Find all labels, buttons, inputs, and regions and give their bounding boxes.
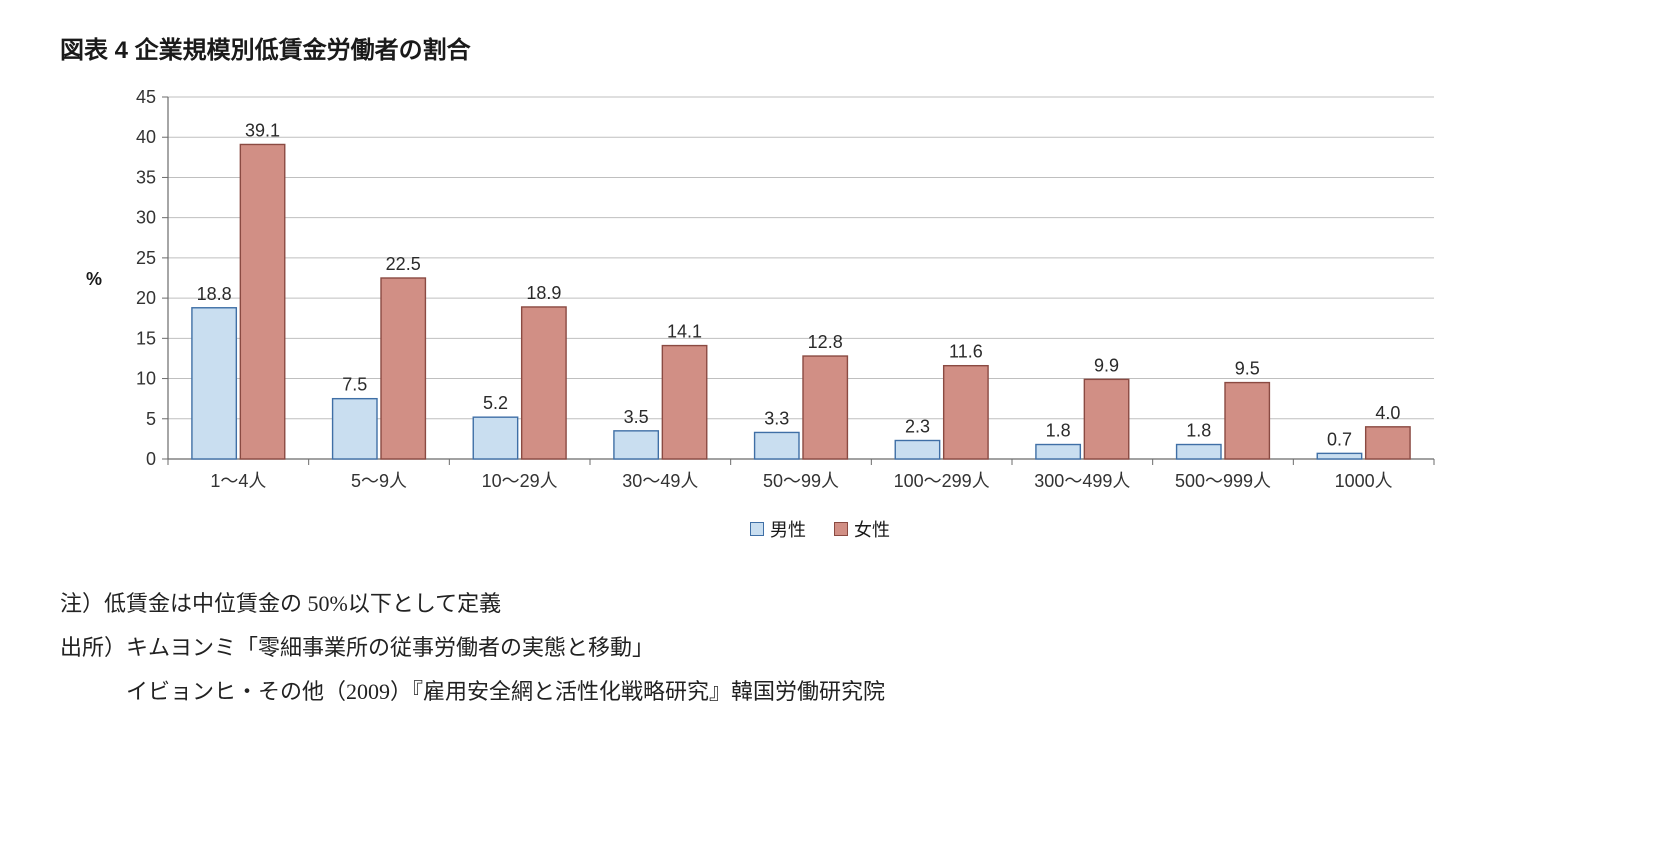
- bar: [381, 278, 425, 459]
- bar: [944, 366, 988, 459]
- bar: [755, 432, 799, 459]
- y-tick-label: 40: [136, 127, 156, 147]
- data-label: 0.7: [1327, 429, 1352, 449]
- y-tick-label: 15: [136, 328, 156, 348]
- y-tick-label: 20: [136, 288, 156, 308]
- bar: [614, 431, 658, 459]
- data-label: 18.8: [197, 284, 232, 304]
- x-tick-label: 500～999人: [1175, 471, 1271, 491]
- legend-label: 女性: [854, 516, 890, 542]
- bar: [333, 399, 377, 459]
- y-axis-title: %: [86, 269, 102, 290]
- chart-container: % 0510152025303540451～4人18.839.15～9人7.52…: [120, 83, 1520, 542]
- y-tick-label: 30: [136, 208, 156, 228]
- bar: [1317, 453, 1361, 459]
- bar: [192, 308, 236, 459]
- x-tick-label: 100～299人: [894, 471, 990, 491]
- bar: [662, 346, 706, 459]
- data-label: 1.8: [1186, 421, 1211, 441]
- x-tick-label: 30～49人: [622, 471, 698, 491]
- data-label: 5.2: [483, 393, 508, 413]
- data-label: 11.6: [949, 342, 983, 362]
- bar: [1366, 427, 1410, 459]
- data-label: 9.9: [1094, 355, 1119, 375]
- data-label: 12.8: [808, 332, 843, 352]
- footnote-line: 注）低賃金は中位賃金の 50%以下として定義: [60, 582, 1603, 626]
- data-label: 14.1: [667, 322, 702, 342]
- x-tick-label: 5～9人: [351, 471, 407, 491]
- bar: [1225, 383, 1269, 459]
- data-label: 7.5: [342, 375, 367, 395]
- footnote-line: イビョンヒ・その他（2009）『雇用安全網と活性化戦略研究』韓国労働研究院: [60, 670, 1603, 714]
- bar: [473, 417, 517, 459]
- bar-chart: 0 5 10 15 20 25 30 35 40 45 1～4人 18.8 39.1 5～9人 7.5 22.…: [120, 83, 1440, 503]
- legend-swatch: [750, 522, 764, 536]
- data-label: 1.8: [1046, 421, 1071, 441]
- x-tick-label: 300～499人: [1034, 471, 1130, 491]
- data-label: 2.3: [905, 416, 930, 436]
- legend-item: 男性: [750, 516, 806, 542]
- bar: [1177, 445, 1221, 459]
- x-tick-label: 10～29人: [482, 471, 558, 491]
- bar: [1084, 379, 1128, 459]
- bar: [240, 144, 284, 459]
- data-label: 3.3: [764, 408, 789, 428]
- data-label: 18.9: [526, 283, 561, 303]
- y-tick-label: 25: [136, 248, 156, 268]
- bar: [895, 440, 939, 459]
- y-tick-label: 35: [136, 167, 156, 187]
- x-tick-label: 1000人: [1335, 471, 1393, 491]
- data-label: 22.5: [386, 254, 421, 274]
- y-tick-label: 0: [146, 449, 156, 469]
- legend-swatch: [834, 522, 848, 536]
- data-label: 4.0: [1375, 403, 1400, 423]
- footnote-line: 出所）キムヨンミ「零細事業所の従事労働者の実態と移動」: [60, 626, 1603, 670]
- bar: [1036, 445, 1080, 459]
- y-tick-label: 5: [146, 409, 156, 429]
- data-label: 39.1: [245, 120, 280, 140]
- data-label: 9.5: [1235, 359, 1260, 379]
- x-tick-label: 1～4人: [210, 471, 266, 491]
- x-tick-label: 50～99人: [763, 471, 839, 491]
- legend: 男性 女性: [120, 516, 1520, 542]
- y-tick-label: 45: [136, 87, 156, 107]
- y-tick-label: 10: [136, 369, 156, 389]
- legend-label: 男性: [770, 516, 806, 542]
- bar: [803, 356, 847, 459]
- data-label: 3.5: [624, 407, 649, 427]
- footnotes: 注）低賃金は中位賃金の 50%以下として定義 出所）キムヨンミ「零細事業所の従事…: [60, 582, 1603, 714]
- chart-title: 図表 4 企業規模別低賃金労働者の割合: [60, 30, 1603, 65]
- bar: [522, 307, 566, 459]
- legend-item: 女性: [834, 516, 890, 542]
